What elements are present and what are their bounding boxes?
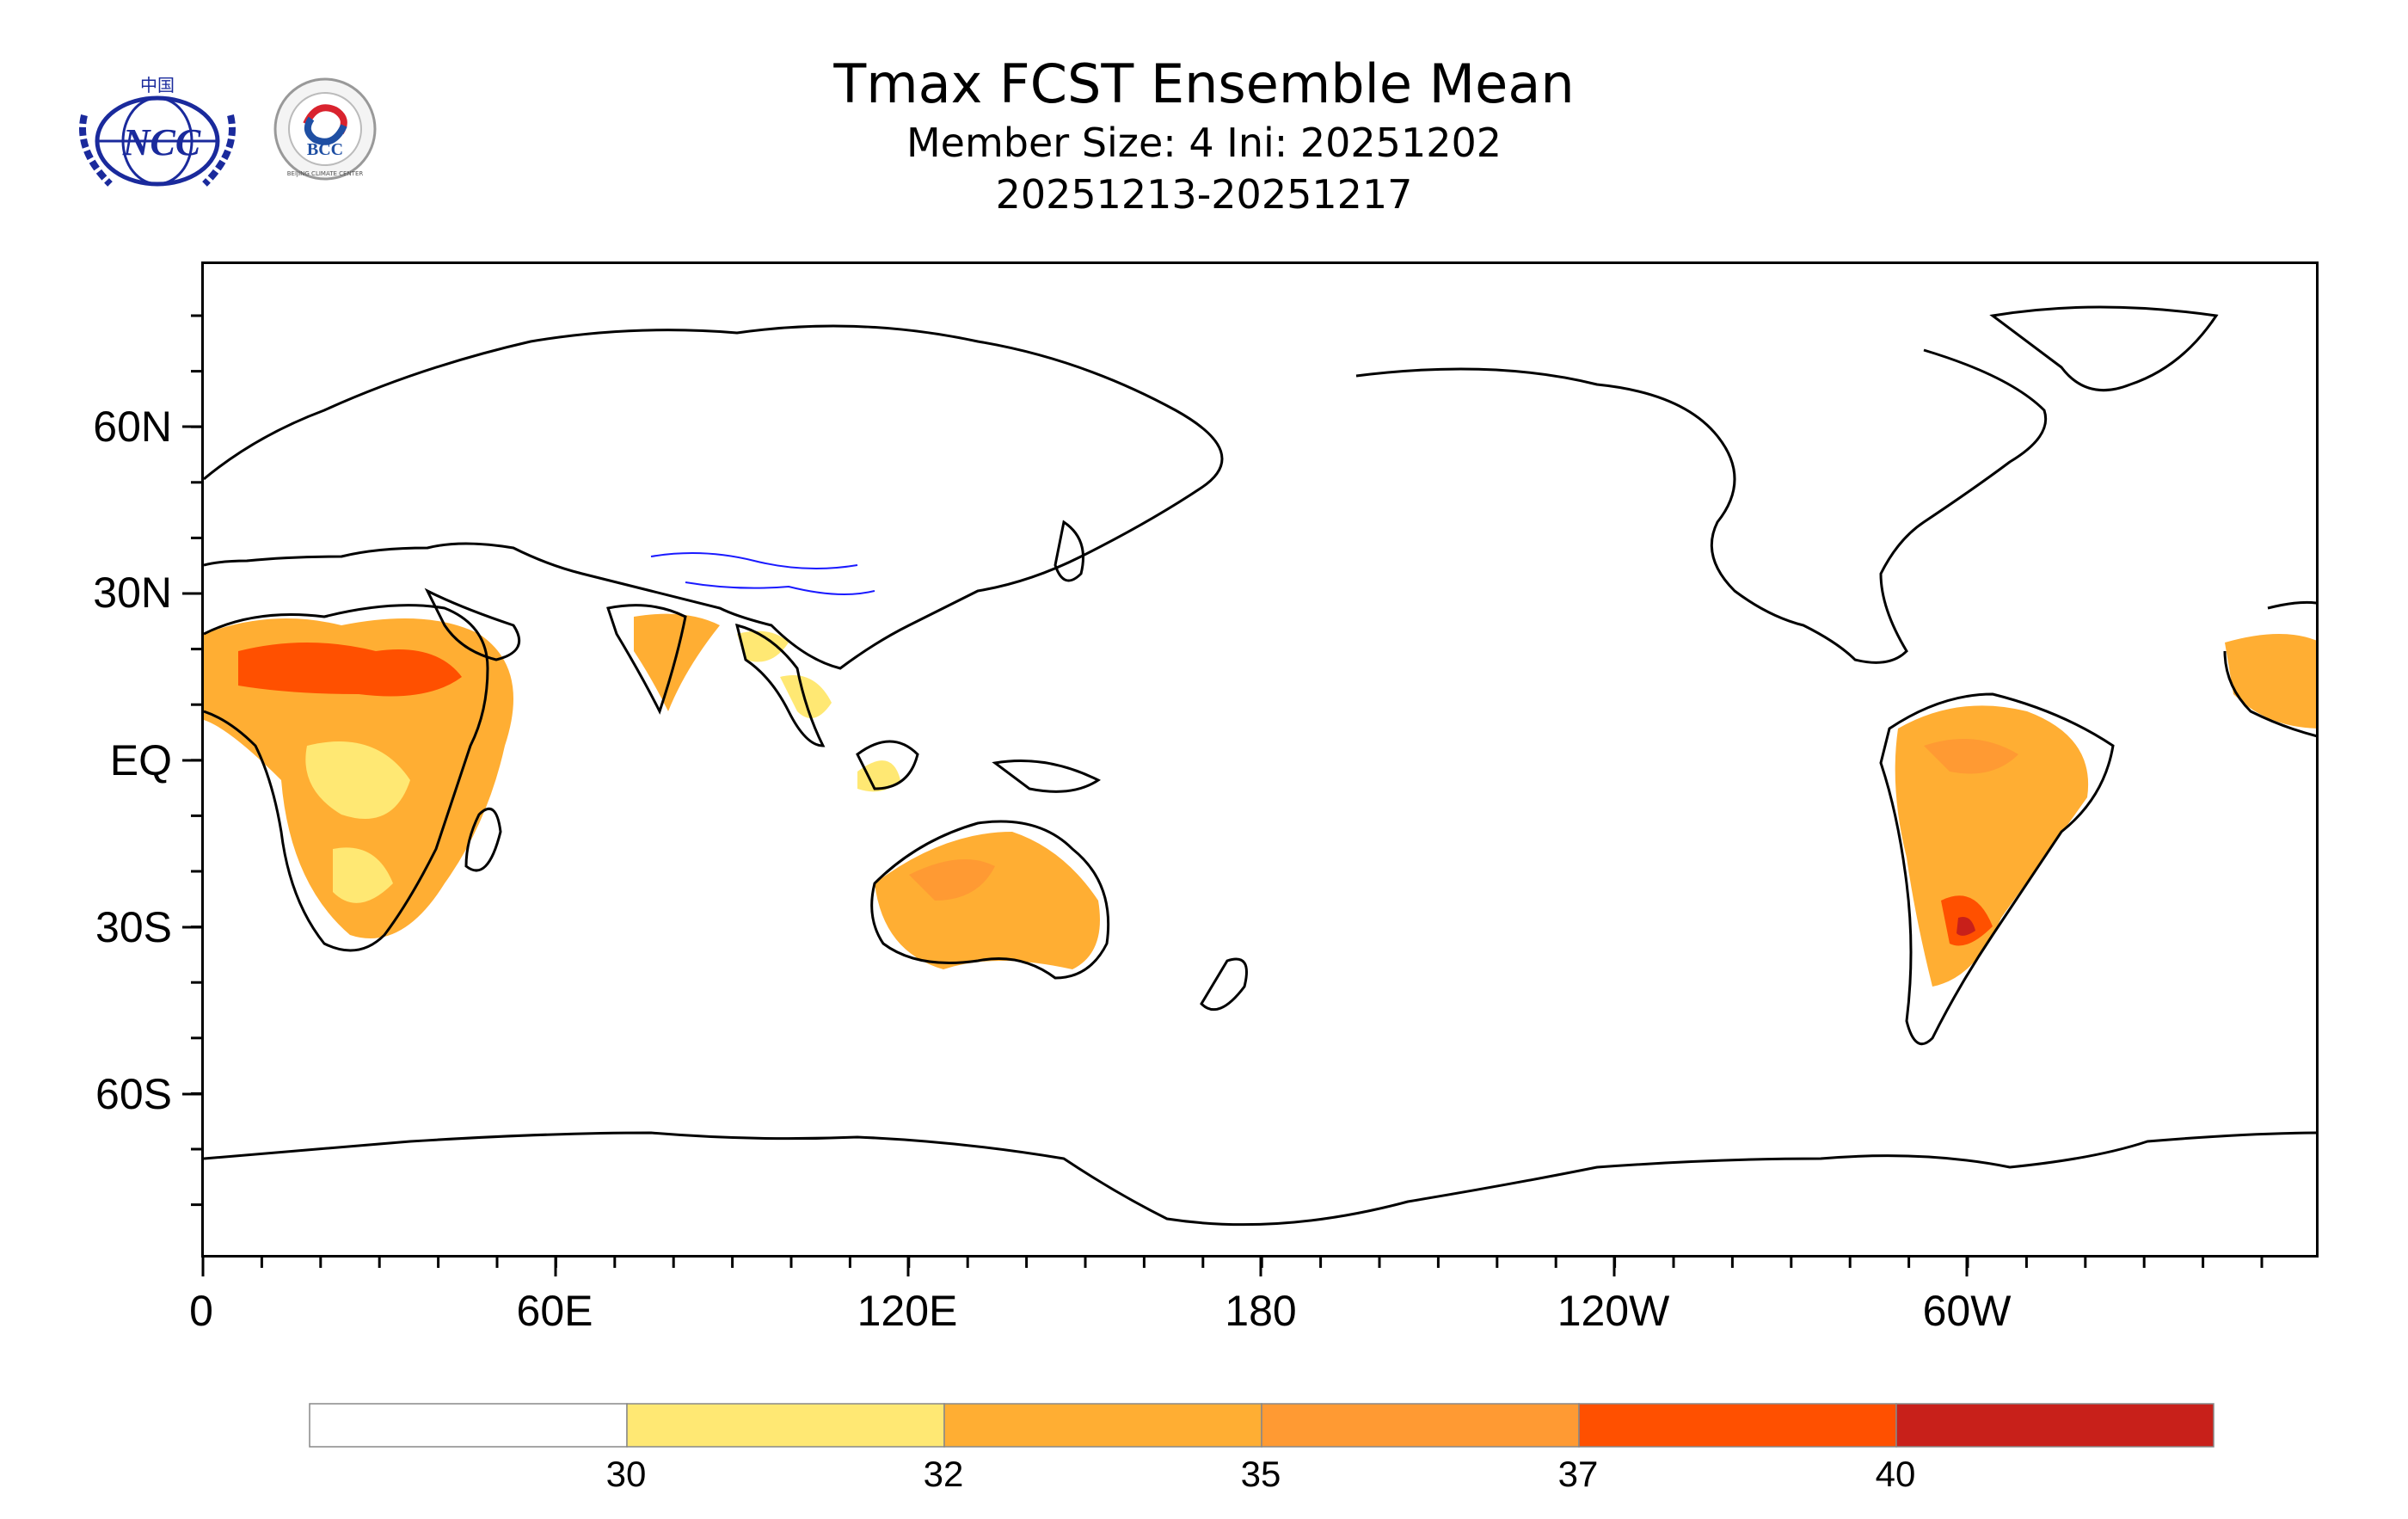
coast-borneo — [856, 740, 919, 790]
lat-label-60n: 60N — [93, 403, 172, 451]
member-line: Member Size: 4 Ini: 20251202 — [906, 120, 1502, 166]
coast-japan — [1054, 520, 1084, 582]
coast-eurasia — [204, 324, 1224, 670]
coastlines — [204, 305, 2316, 1227]
lat-label-30n: 30N — [93, 569, 172, 617]
colorbar-label-30: 30 — [605, 1454, 647, 1494]
shading-africa — [204, 618, 513, 938]
coast-se-asia — [734, 623, 826, 747]
shading-australia — [875, 832, 1100, 969]
map-frame — [201, 261, 2319, 1258]
colorbar-label-35: 35 — [1240, 1454, 1281, 1494]
ncc-top-text: 中国 — [140, 75, 175, 95]
colorbar-bin — [1895, 1403, 2214, 1448]
colorbar-label-32: 32 — [923, 1454, 964, 1494]
coast-india — [606, 604, 687, 715]
map-canvas — [204, 305, 2316, 1227]
shading-india — [634, 613, 789, 711]
coast-australia — [870, 820, 1110, 980]
lon-label-0: 0 — [189, 1287, 213, 1335]
colorbar-bin — [626, 1403, 945, 1448]
lon-label-120e: 120E — [857, 1287, 958, 1335]
colorbar-label-40: 40 — [1875, 1454, 1916, 1494]
bcc-logo: BCC BEIJING CLIMATE CENTER — [272, 76, 378, 182]
coast-antarctica — [204, 1131, 2316, 1227]
shading-west-africa-edge — [2225, 634, 2316, 729]
coast-arabia — [424, 587, 521, 661]
colorbar-bin — [309, 1403, 628, 1448]
coast-greenland — [1989, 305, 2219, 392]
coast-africa — [204, 604, 489, 952]
lat-label-30s: 30S — [95, 903, 172, 951]
coast-madagascar — [464, 807, 502, 872]
title-block: Tmax FCST Ensemble Mean Member Size: 4 I… — [516, 52, 1892, 220]
bcc-ring-text: BEIJING CLIMATE CENTER — [287, 170, 364, 177]
map-title: Tmax FCST Ensemble Mean — [833, 52, 1575, 115]
lon-label-60e: 60E — [516, 1287, 593, 1335]
shading-south-america — [1895, 705, 2089, 987]
colorbar-label-37: 37 — [1557, 1454, 1599, 1494]
shading-se-asia — [780, 675, 900, 792]
coast-new-guinea — [992, 760, 1101, 793]
ncc-logo: 中国 NCC — [67, 72, 248, 193]
ncc-text: NCC — [122, 121, 201, 163]
lon-label-180: 180 — [1225, 1287, 1297, 1335]
colorbar-bin — [943, 1403, 1262, 1448]
lat-label-60s: 60S — [95, 1070, 172, 1118]
colorbar-bin — [1578, 1403, 1897, 1448]
coast-south-america — [1879, 692, 2115, 1046]
coast-north-america — [1355, 348, 2048, 664]
lat-label-eq: EQ — [109, 736, 172, 784]
china-rivers — [650, 552, 875, 595]
period-line: 20251213-20251217 — [995, 171, 1413, 218]
bcc-text: BCC — [307, 140, 343, 159]
lon-label-60w: 60W — [1922, 1287, 2012, 1335]
coast-west-africa-edge — [2223, 600, 2316, 738]
lon-label-120w: 120W — [1557, 1287, 1670, 1335]
coast-new-zealand — [1200, 957, 1248, 1012]
colorbar-bin — [1261, 1403, 1580, 1448]
